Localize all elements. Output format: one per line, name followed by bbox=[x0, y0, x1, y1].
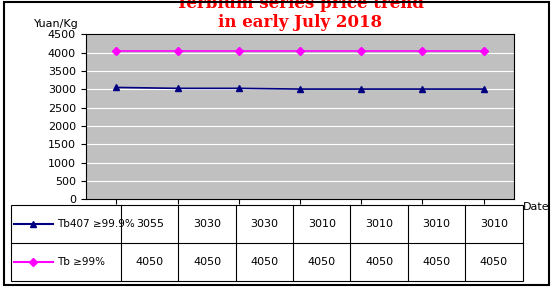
Text: 3055: 3055 bbox=[135, 219, 164, 229]
Text: 3030: 3030 bbox=[193, 219, 221, 229]
Text: 3010: 3010 bbox=[365, 219, 393, 229]
Text: Yuan/Kg: Yuan/Kg bbox=[34, 20, 79, 30]
Text: 4050: 4050 bbox=[251, 257, 279, 267]
Text: 3010: 3010 bbox=[480, 219, 508, 229]
Text: 3010: 3010 bbox=[422, 219, 451, 229]
Text: 3030: 3030 bbox=[251, 219, 279, 229]
Title: Terbium series price trend
in early July 2018: Terbium series price trend in early July… bbox=[176, 0, 424, 32]
Text: Tb407 ≥99.9%: Tb407 ≥99.9% bbox=[58, 219, 135, 229]
Text: 4050: 4050 bbox=[480, 257, 508, 267]
Text: Date: Date bbox=[523, 202, 549, 212]
Text: 3010: 3010 bbox=[308, 219, 336, 229]
Text: 4050: 4050 bbox=[422, 257, 451, 267]
Text: 4050: 4050 bbox=[135, 257, 164, 267]
Text: 4050: 4050 bbox=[365, 257, 393, 267]
Text: 4050: 4050 bbox=[308, 257, 336, 267]
Text: 4050: 4050 bbox=[193, 257, 221, 267]
Text: Tb ≥99%: Tb ≥99% bbox=[58, 257, 105, 267]
